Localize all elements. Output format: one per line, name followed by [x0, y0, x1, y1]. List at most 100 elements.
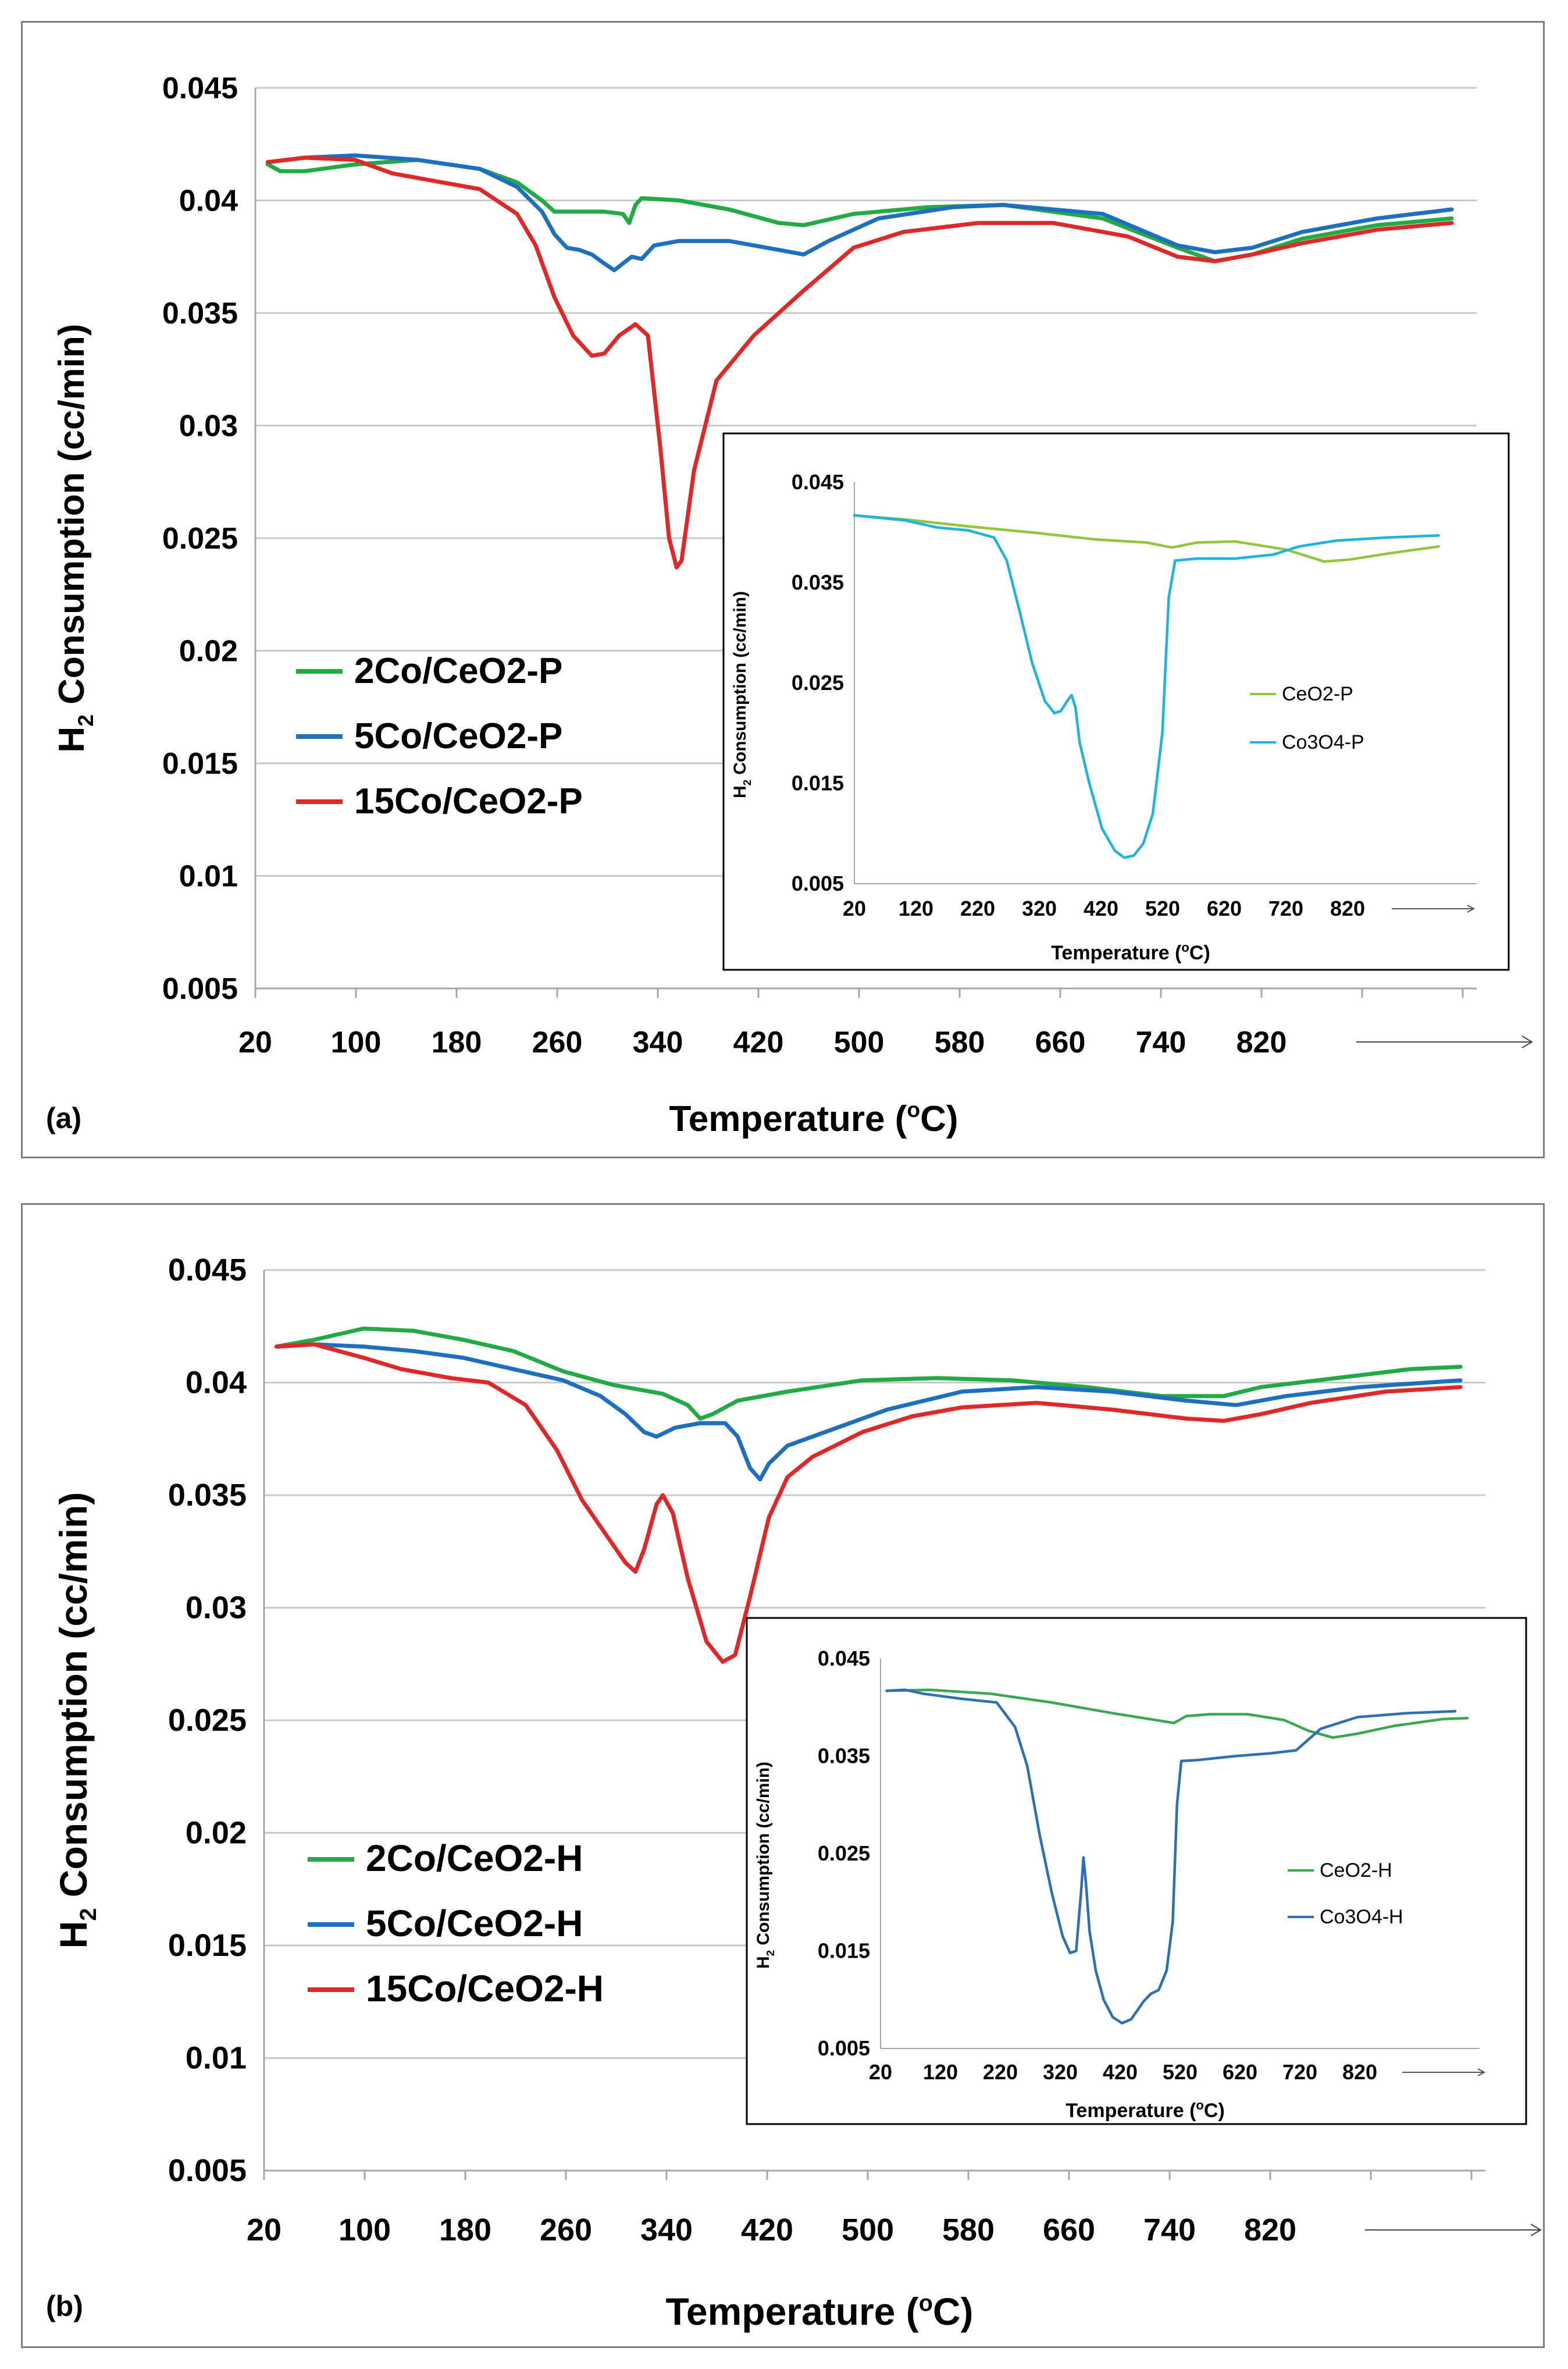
inset-x-axis-title-end: C) — [1204, 2100, 1225, 2122]
inset-y-axis-title-sub: 2 — [741, 780, 753, 785]
legend-label: 5Co/CeO2-H — [366, 1902, 583, 1944]
inset-y-axis-title-rest: Consumption (cc/min) — [730, 591, 750, 780]
inset-axis-arrow-head — [1467, 905, 1476, 913]
inset-y-tick-label: 0.025 — [792, 671, 844, 695]
y-axis-title: H2 Consumption (cc/min) — [52, 1492, 101, 1949]
inset-x-tick-label: 220 — [960, 897, 995, 920]
x-axis-title: Temperature (oC) — [669, 1097, 958, 1139]
y-axis-title-sub: 2 — [73, 714, 98, 727]
x-axis-title-end: C) — [933, 2290, 974, 2333]
inset-y-tick-label: 0.035 — [818, 1744, 870, 1768]
y-tick-label: 0.01 — [179, 860, 238, 894]
x-axis-title-text: Temperature ( — [669, 1099, 907, 1139]
y-axis-title-main: H — [52, 1921, 95, 1949]
x-tick-label: 500 — [834, 1026, 885, 1059]
inset-x-tick-label: 720 — [1282, 2060, 1317, 2084]
inset-y-axis-title: H2 Consumption (cc/min) — [754, 1762, 776, 1969]
legend-label: 2Co/CeO2-P — [354, 651, 562, 691]
x-tick-label: 100 — [331, 1026, 382, 1059]
y-tick-label: 0.035 — [162, 297, 238, 330]
y-tick-label: 0.04 — [186, 1365, 247, 1400]
inset-x-tick-label: 20 — [869, 2060, 892, 2084]
y-tick-label: 0.015 — [168, 1928, 247, 1963]
x-tick-label: 340 — [633, 1026, 683, 1059]
inset-series-line-ceo2-h — [885, 1688, 1469, 1739]
y-axis-title-sub: 2 — [76, 1908, 101, 1921]
x-tick-label: 260 — [540, 2213, 592, 2247]
x-tick-label: 580 — [942, 2213, 995, 2247]
inset-frame — [746, 1617, 1527, 2125]
x-tick-label: 20 — [238, 1026, 272, 1059]
inset-y-tick-label: 0.045 — [818, 1646, 870, 1670]
inset-x-tick-label: 320 — [1022, 897, 1057, 920]
inset-x-tick-label: 720 — [1268, 897, 1303, 920]
inset-y-tick-label: 0.005 — [792, 872, 844, 895]
x-tick-label: 420 — [733, 1026, 784, 1059]
inset-x-tick-label: 520 — [1145, 897, 1180, 920]
x-axis-title: Temperature (oC) — [665, 2290, 973, 2333]
legend-label: 15Co/CeO2-P — [354, 781, 583, 821]
y-axis-title-rest: Consumption (cc/min) — [52, 1492, 95, 1908]
y-tick-label: 0.03 — [186, 1591, 247, 1625]
inset-x-tick-label: 820 — [1330, 897, 1365, 920]
y-axis-title-rest: Consumption (cc/min) — [52, 323, 92, 714]
inset-y-tick-label: 0.045 — [792, 470, 844, 494]
inset-x-tick-label: 620 — [1223, 2060, 1257, 2084]
inset-y-tick-label: 0.035 — [792, 571, 844, 595]
series-line-5co-ceo2-h — [274, 1342, 1463, 1482]
axis-arrow-head — [1521, 1036, 1533, 1048]
y-axis-title-main: H — [52, 727, 92, 753]
x-tick-label: 740 — [1136, 1026, 1186, 1059]
inset-x-tick-label: 120 — [899, 897, 933, 920]
series-line-5co-ceo2-p — [265, 153, 1454, 272]
x-tick-label: 420 — [741, 2213, 793, 2247]
inset-legend-label: CeO2-P — [1282, 683, 1353, 705]
inset-x-tick-label: 420 — [1084, 897, 1118, 920]
inset-x-axis-title-sup: o — [1196, 2098, 1204, 2112]
inset-x-axis-title-sup: o — [1181, 940, 1189, 955]
inset-legend-label: Co3O4-P — [1282, 731, 1364, 753]
x-axis-title-sup: o — [907, 1097, 920, 1122]
inset-x-axis-title-text: Temperature ( — [1051, 942, 1182, 964]
y-tick-label: 0.045 — [168, 1253, 247, 1287]
x-tick-label: 180 — [432, 1026, 482, 1059]
legend-label: 5Co/CeO2-P — [354, 716, 562, 756]
x-tick-label: 340 — [640, 2213, 693, 2247]
y-tick-label: 0.005 — [168, 2153, 247, 2188]
series-line-15co-ceo2-h — [274, 1342, 1463, 1664]
inset-series-line-co3o4-p — [853, 514, 1440, 859]
y-tick-label: 0.035 — [168, 1478, 247, 1513]
inset-y-tick-label: 0.025 — [818, 1841, 870, 1865]
inset-y-tick-label: 0.015 — [818, 1939, 870, 1963]
inset-x-tick-label: 620 — [1207, 897, 1242, 920]
inset-series-line-co3o4-h — [885, 1688, 1457, 2025]
inset-y-tick-label: 0.015 — [792, 771, 844, 795]
x-tick-label: 500 — [842, 2213, 894, 2247]
chart-b: 0.045 0.04 0.035 0.03 0.025 0.02 0.015 0.01 0.00… — [46, 1253, 1542, 2333]
chart-a: 0.045 0.04 0.035 0.03 0.025 0.02 0.015 0.01 0.00… — [46, 72, 1533, 1139]
axis-arrow-head — [1530, 2224, 1542, 2236]
inset-series-line-ceo2-p — [853, 514, 1440, 563]
inset-legend-label: CeO2-H — [1320, 1859, 1392, 1881]
legend-label: 15Co/CeO2-H — [366, 1968, 604, 2009]
y-tick-label: 0.02 — [186, 1816, 247, 1851]
inset-y-axis-title-main: H — [730, 785, 750, 798]
y-tick-label: 0.015 — [162, 747, 238, 781]
panel-b: 0.045 0.04 0.035 0.03 0.025 0.02 0.015 0.01 0.00… — [21, 1203, 1545, 2348]
inset-x-tick-label: 220 — [983, 2060, 1018, 2084]
y-tick-label: 0.03 — [179, 410, 238, 443]
inset-x-axis-title-text: Temperature ( — [1065, 2100, 1196, 2122]
x-tick-label: 20 — [247, 2213, 281, 2247]
y-tick-label: 0.04 — [179, 184, 238, 218]
inset-y-tick-label: 0.005 — [818, 2036, 870, 2060]
series-line-15co-ceo2-p — [265, 155, 1454, 570]
x-tick-label: 100 — [338, 2213, 391, 2247]
x-tick-label: 740 — [1143, 2213, 1196, 2247]
y-tick-label: 0.01 — [186, 2041, 247, 2076]
x-tick-label: 820 — [1236, 1026, 1287, 1059]
inset-x-tick-label: 820 — [1342, 2060, 1377, 2084]
x-axis-title-end: C) — [920, 1099, 958, 1139]
series-line-2co-ceo2-h — [274, 1326, 1463, 1421]
panel-a: 0.045 0.04 0.035 0.03 0.025 0.02 0.015 0.01 0.00… — [21, 21, 1545, 1158]
inset-y-axis-title: H2 Consumption (cc/min) — [730, 591, 753, 798]
